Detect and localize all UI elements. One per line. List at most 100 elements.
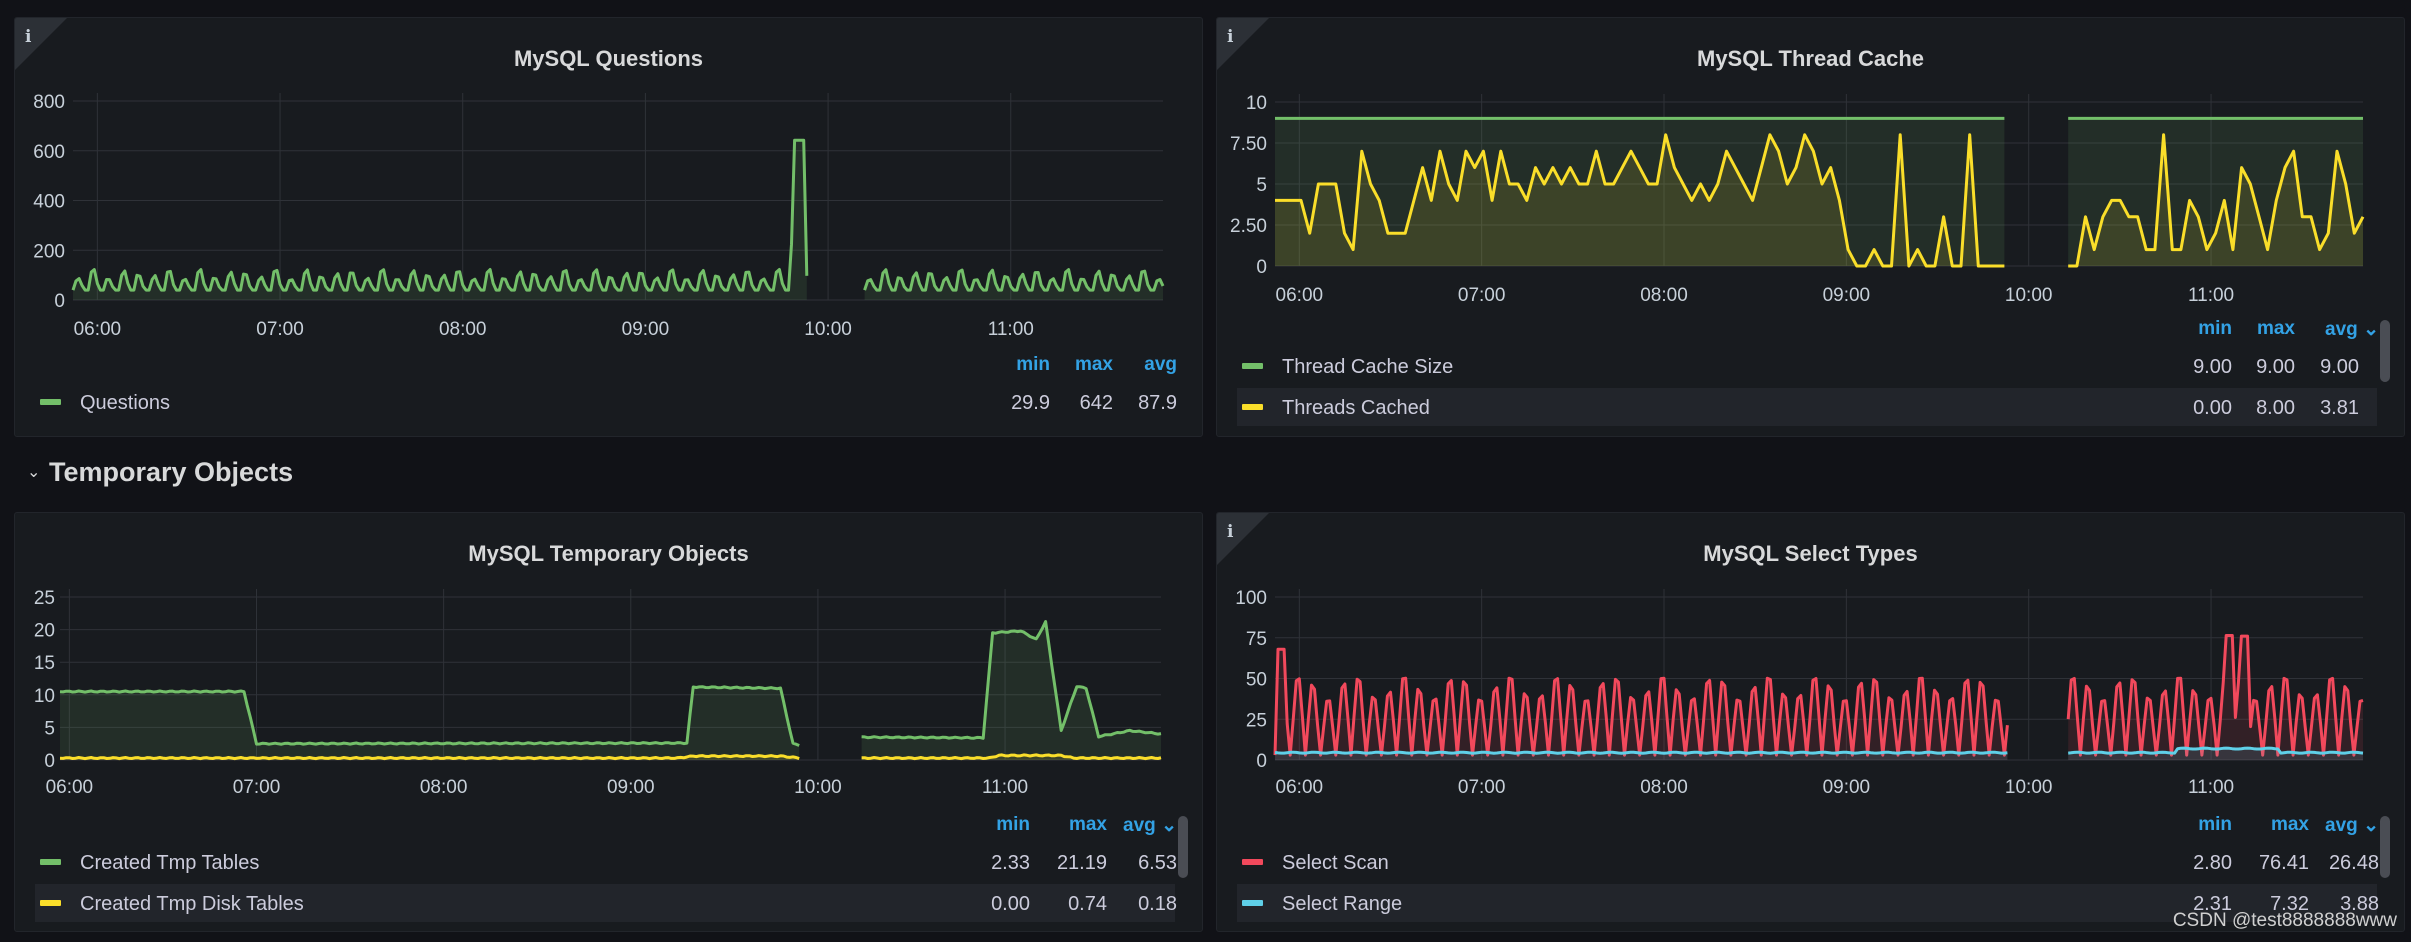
panel-info-corner[interactable]	[1217, 513, 1269, 565]
x-tick-label: 07:00	[1458, 777, 1506, 798]
x-tick-label: 10:00	[794, 777, 842, 798]
y-tick-label: 200	[33, 241, 65, 262]
panel-title[interactable]: MySQL Questions	[513, 46, 704, 71]
x-tick-label: 07:00	[1458, 285, 1506, 306]
info-icon[interactable]: i	[1227, 522, 1234, 542]
legend-min: 9.00	[2193, 356, 2232, 378]
y-tick-label: 0	[44, 751, 55, 772]
legend-max: 8.00	[2256, 397, 2295, 419]
chevron-down-icon[interactable]: ⌄	[27, 464, 41, 481]
panel-mysql-questions: i MySQL Questions 0 200 400 600 800 06:00 07:0…	[14, 17, 1203, 437]
legend-avg: 26.48	[2328, 852, 2379, 874]
legend-series-name: Questions	[80, 392, 171, 414]
legend-header-max[interactable]: max	[2256, 318, 2295, 339]
legend-max: 76.41	[2258, 852, 2309, 874]
legend-min: 0.00	[991, 893, 1030, 915]
panel-info-corner[interactable]	[15, 18, 67, 70]
watermark-text: CSDN @test8888888www	[2172, 910, 2397, 931]
series-area	[73, 140, 807, 300]
y-tick-label: 10	[1246, 93, 1267, 114]
legend-scrollbar[interactable]	[1178, 816, 1188, 878]
legend-series-name: Select Scan	[1282, 852, 1389, 874]
legend-series-name: Thread Cache Size	[1282, 356, 1454, 378]
series-area	[864, 269, 1163, 300]
legend-max: 0.74	[1068, 893, 1107, 915]
series-area	[1275, 752, 2008, 760]
legend-swatch	[40, 859, 61, 865]
legend-row-select-scan[interactable]: Select Scan 2.80 76.41 26.48	[1237, 843, 2379, 881]
legend-row-thread-cache-size[interactable]: Thread Cache Size 9.00 9.00 9.00	[1237, 347, 2377, 385]
x-tick-label: 06:00	[1276, 285, 1324, 306]
x-tick-label: 06:00	[74, 319, 122, 340]
info-icon[interactable]: i	[25, 27, 32, 47]
panel-title[interactable]: MySQL Thread Cache	[1697, 46, 1924, 71]
legend-row-created-tmp-tables[interactable]: Created Tmp Tables 2.33 21.19 6.53	[35, 843, 1177, 881]
x-tick-label: 10:00	[804, 319, 852, 340]
y-tick-label: 400	[33, 192, 65, 213]
legend-header-avg[interactable]: avg	[1144, 354, 1177, 375]
series-line	[861, 620, 1162, 740]
row-title-temporary-objects[interactable]: Temporary Objects	[49, 457, 294, 487]
panel-info-corner[interactable]	[1217, 18, 1269, 70]
legend-avg: 0.18	[1138, 893, 1177, 915]
panel-title[interactable]: MySQL Select Types	[1703, 541, 1918, 566]
legend-header-min[interactable]: min	[996, 814, 1030, 835]
x-tick-label: 09:00	[1823, 777, 1871, 798]
x-tick-label: 09:00	[1823, 285, 1871, 306]
legend-series-name: Created Tmp Disk Tables	[80, 893, 304, 915]
temporary-objects-chart[interactable]: 0 5 10 15 20 25 06:00 07:00 08:00 09:00 10:00 11:00	[15, 513, 1203, 823]
series-line	[1274, 750, 2008, 755]
legend-row-threads-cached[interactable]: Threads Cached 0.00 8.00 3.81	[1237, 388, 2377, 426]
y-tick-label: 800	[33, 92, 65, 113]
y-tick-label: 75	[1246, 629, 1267, 650]
y-tick-label: 0	[54, 291, 65, 312]
x-tick-label: 11:00	[988, 319, 1034, 340]
legend-header-avg[interactable]: avg ⌄	[2325, 319, 2379, 340]
legend-min: 29.9	[1011, 392, 1050, 414]
y-tick-label: 25	[1246, 710, 1267, 731]
legend-series-name: Select Range	[1282, 893, 1403, 915]
grid	[60, 589, 1161, 761]
y-tick-label: 0	[1256, 257, 1267, 278]
legend-min: 2.33	[991, 852, 1030, 874]
questions-chart[interactable]: 0 200 400 600 800 06:00 07:00 08:00 09:00 10:00 11…	[15, 18, 1203, 348]
panel-title[interactable]: MySQL Temporary Objects	[468, 541, 749, 566]
x-tick-label: 11:00	[2188, 285, 2234, 306]
legend-row-questions[interactable]: Questions 29.9 642 87.9	[35, 383, 1197, 421]
legend-swatch	[1242, 363, 1263, 369]
series-line	[59, 754, 800, 761]
legend-header-min[interactable]: min	[2198, 814, 2232, 835]
grid	[1275, 94, 2363, 267]
select-types-chart[interactable]: 0 25 50 75 100 06:00 07:00 08:00 09:00 10:00 11:00	[1217, 513, 2405, 823]
thread-cache-chart[interactable]: 0 2.50 5 7.50 10 06:00 07:00 08:00 09:00 10:00 11:…	[1217, 18, 2405, 328]
legend-header-max[interactable]: max	[1074, 354, 1113, 375]
series-line	[1273, 647, 2009, 757]
legend-row-select-range[interactable]: Select Range 2.31 7.32 3.88	[1237, 884, 2379, 922]
x-tick-label: 08:00	[420, 777, 468, 798]
legend-swatch	[40, 900, 61, 906]
x-tick-label: 10:00	[2005, 285, 2053, 306]
series-area	[2068, 635, 2363, 760]
legend-scrollbar[interactable]	[2380, 320, 2390, 382]
legend-header-min[interactable]: min	[1016, 354, 1050, 375]
x-tick-label: 11:00	[982, 777, 1028, 798]
legend-min: 2.31	[2193, 893, 2232, 915]
x-tick-label: 07:00	[256, 319, 304, 340]
legend-swatch	[1242, 404, 1263, 410]
x-tick-label: 11:00	[2188, 777, 2234, 798]
legend-header-avg[interactable]: avg ⌄	[2325, 815, 2379, 836]
series-area	[2068, 748, 2363, 760]
x-tick-label: 09:00	[622, 319, 670, 340]
legend-header-min[interactable]: min	[2198, 318, 2232, 339]
x-tick-label: 06:00	[1276, 777, 1324, 798]
legend-header-max[interactable]: max	[1068, 814, 1107, 835]
legend-scrollbar[interactable]	[2380, 816, 2390, 878]
legend-header-max[interactable]: max	[2270, 814, 2309, 835]
y-tick-label: 25	[34, 588, 55, 609]
x-tick-label: 07:00	[233, 777, 281, 798]
legend-row-created-tmp-disk-tables[interactable]: Created Tmp Disk Tables 0.00 0.74 0.18	[35, 884, 1177, 922]
legend-avg: 6.53	[1138, 852, 1177, 874]
info-icon[interactable]: i	[1227, 27, 1234, 47]
legend-header-avg[interactable]: avg ⌄	[1123, 815, 1177, 836]
legend-series-name: Created Tmp Tables	[80, 852, 260, 874]
